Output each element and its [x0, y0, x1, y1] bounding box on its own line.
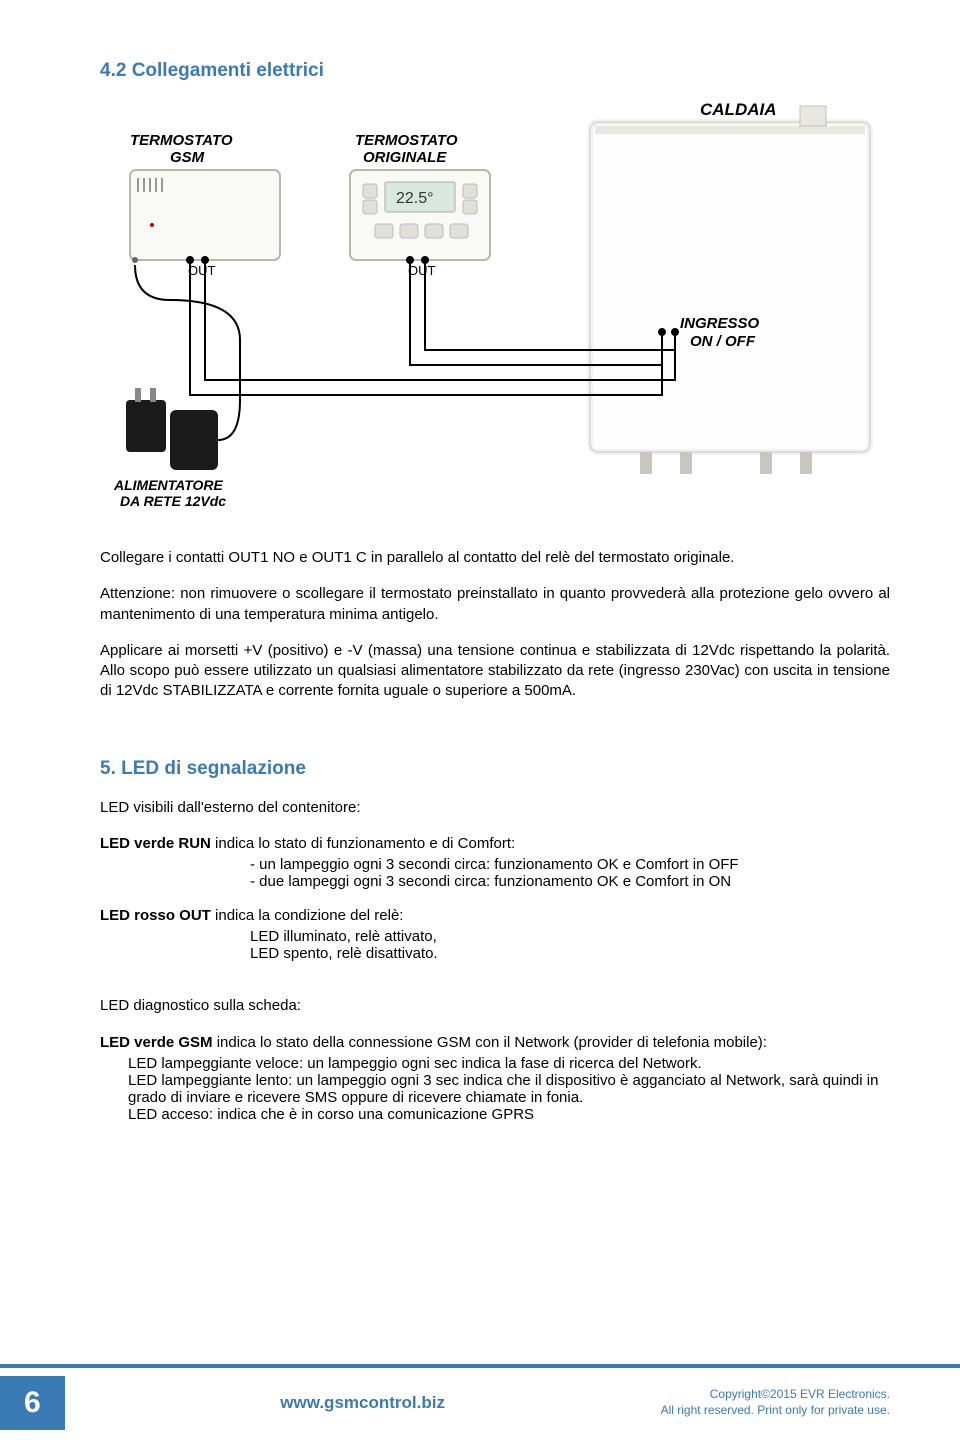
led-gsm-label: LED verde GSM: [100, 1034, 213, 1051]
caldaia-label: CALDAIA: [700, 100, 777, 119]
page-number: 6: [0, 1376, 65, 1430]
wiring-diagram: CALDAIA INGRESSO ON / OFF TERMOSTATO GSM: [100, 100, 890, 520]
led-intro: LED visibili dall'esterno del contenitor…: [100, 798, 890, 818]
footer-copy-1: Copyright©2015 EVR Electronics.: [661, 1387, 890, 1403]
orig-out-label: OUT: [408, 263, 436, 278]
section-42-title: 4.2 Collegamenti elettrici: [100, 60, 890, 82]
page-footer: 6 www.gsmcontrol.biz Copyright©2015 EVR …: [0, 1364, 960, 1450]
led-gsm-li1: LED lampeggiante veloce: un lampeggio og…: [128, 1055, 890, 1072]
led-out-label: LED rosso OUT: [100, 907, 211, 924]
ingresso-label-2: ON / OFF: [690, 333, 756, 350]
psu-label-2: DA RETE 12Vdc: [120, 493, 226, 509]
gsm-out-label: OUT: [188, 263, 216, 278]
led-out-li2: LED spento, relè disattivato.: [250, 945, 890, 962]
footer-url: www.gsmcontrol.biz: [280, 1393, 445, 1413]
led-run-label: LED verde RUN: [100, 835, 211, 852]
orig-label-1: TERMOSTATO: [355, 132, 458, 149]
led-out-block: LED rosso OUT indica la condizione del r…: [100, 906, 890, 926]
led-out-text: indica la condizione del relè:: [211, 907, 404, 924]
p-applicare: Applicare ai morsetti +V (positivo) e -V…: [100, 641, 890, 702]
p-collegare: Collegare i contatti OUT1 NO e OUT1 C in…: [100, 548, 890, 568]
led-run-li1: - un lampeggio ogni 3 secondi circa: fun…: [250, 856, 890, 873]
psu-label-1: ALIMENTATORE: [113, 477, 224, 493]
footer-copy-2: All right reserved. Print only for priva…: [661, 1403, 890, 1419]
p-attenzione: Attenzione: non rimuovere o scollegare i…: [100, 584, 890, 625]
gsm-label-1: TERMOSTATO: [130, 132, 233, 149]
led-gsm-li3: LED acceso: indica che è in corso una co…: [128, 1106, 890, 1123]
led-diag: LED diagnostico sulla scheda:: [100, 996, 890, 1016]
led-out-li1: LED illuminato, relè attivato,: [250, 928, 890, 945]
led-run-text: indica lo stato di funzionamento e di Co…: [211, 835, 515, 852]
gsm-label-2: GSM: [170, 149, 205, 166]
led-gsm-li2: LED lampeggiante lento: un lampeggio ogn…: [128, 1072, 890, 1106]
ingresso-label-1: INGRESSO: [680, 315, 760, 332]
led-gsm-text: indica lo stato della connessione GSM co…: [213, 1034, 767, 1051]
lcd-value: 22.5°: [396, 190, 434, 207]
led-run-li2: - due lampeggi ogni 3 secondi circa: fun…: [250, 873, 890, 890]
led-gsm-block: LED verde GSM indica lo stato della conn…: [100, 1033, 890, 1053]
orig-label-2: ORIGINALE: [363, 149, 447, 166]
led-run-block: LED verde RUN indica lo stato di funzion…: [100, 834, 890, 854]
section-5-title: 5. LED di segnalazione: [100, 758, 890, 780]
